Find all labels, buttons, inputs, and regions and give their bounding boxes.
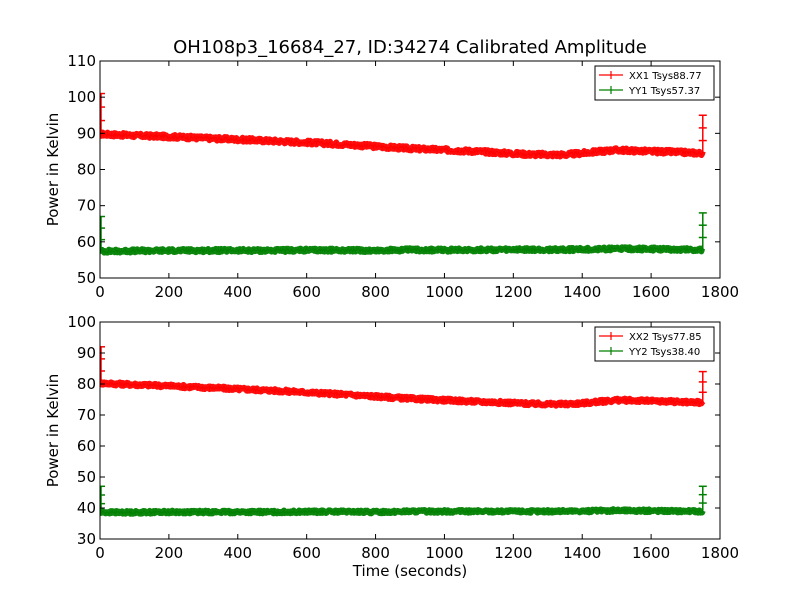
y-tick-label: 90 (77, 124, 96, 142)
x-tick-label: 600 (292, 283, 321, 301)
x-tick-label: 1800 (701, 283, 739, 301)
x-tick-label: 800 (361, 544, 390, 562)
x-tick-label: 200 (155, 283, 184, 301)
x-tick-label: 400 (223, 544, 252, 562)
x-tick-label: 400 (223, 283, 252, 301)
x-tick-label: 800 (361, 283, 390, 301)
legend-box (594, 65, 715, 101)
x-tick-label: 1000 (425, 544, 463, 562)
x-tick-label: 600 (292, 544, 321, 562)
x-tick-label: 1200 (494, 283, 532, 301)
plot-data-layer (100, 346, 707, 517)
y-tick-label: 100 (67, 88, 96, 106)
y-tick-label: 60 (77, 233, 96, 251)
legend-label: XX2 Tsys77.85 (629, 332, 702, 343)
x-tick-label: 0 (95, 544, 105, 562)
legend-box (594, 326, 715, 362)
y-tick-label: 70 (77, 406, 96, 424)
legend-label: XX1 Tsys88.77 (629, 71, 702, 82)
series-line-detail-1 (100, 380, 704, 408)
x-tick-label: 0 (95, 283, 105, 301)
y-axis-label: Power in Kelvin (44, 374, 62, 488)
legend-label: YY2 Tsys38.40 (628, 347, 700, 358)
y-tick-label: 30 (77, 530, 96, 548)
x-tick-label: 1600 (632, 544, 670, 562)
x-tick-label: 1400 (563, 544, 601, 562)
plot-data-layer (100, 92, 707, 256)
top-panel: 0 200 400 600 800 1000 1200 1400 1600 1800 50 60 70 8… (44, 52, 739, 301)
y-tick-label: 70 (77, 197, 96, 215)
y-tick-label: 60 (77, 437, 96, 455)
y-tick-label: 40 (77, 499, 96, 517)
x-axis-label: Time (seconds) (352, 562, 468, 580)
x-tick-label: 1200 (494, 544, 532, 562)
x-tick-label: 200 (155, 544, 184, 562)
y-axis-label: Power in Kelvin (44, 113, 62, 227)
y-tick-label: 110 (67, 52, 96, 70)
bottom-panel: 0 200 400 600 800 1000 1200 1400 1600 1800 30 40 50 6… (44, 313, 739, 580)
series-line-detail-2 (100, 507, 704, 516)
series-line-detail-2 (100, 245, 703, 254)
chart-title: OH108p3_16684_27, ID:34274 Calibrated Am… (173, 37, 647, 58)
axes-frame (99, 321, 721, 540)
y-tick-label: 100 (67, 313, 96, 331)
x-tick-label: 1600 (632, 283, 670, 301)
y-tick-label: 50 (77, 468, 96, 486)
x-tick-label: 1400 (563, 283, 601, 301)
y-tick-label: 50 (77, 269, 96, 287)
y-tick-label: 80 (77, 375, 96, 393)
y-tick-label: 80 (77, 161, 96, 179)
x-tick-label: 1800 (701, 544, 739, 562)
legend-label: YY1 Tsys57.37 (628, 86, 700, 97)
series-line-detail-1 (100, 130, 704, 159)
y-tick-label: 90 (77, 344, 96, 362)
x-tick-label: 1000 (425, 283, 463, 301)
